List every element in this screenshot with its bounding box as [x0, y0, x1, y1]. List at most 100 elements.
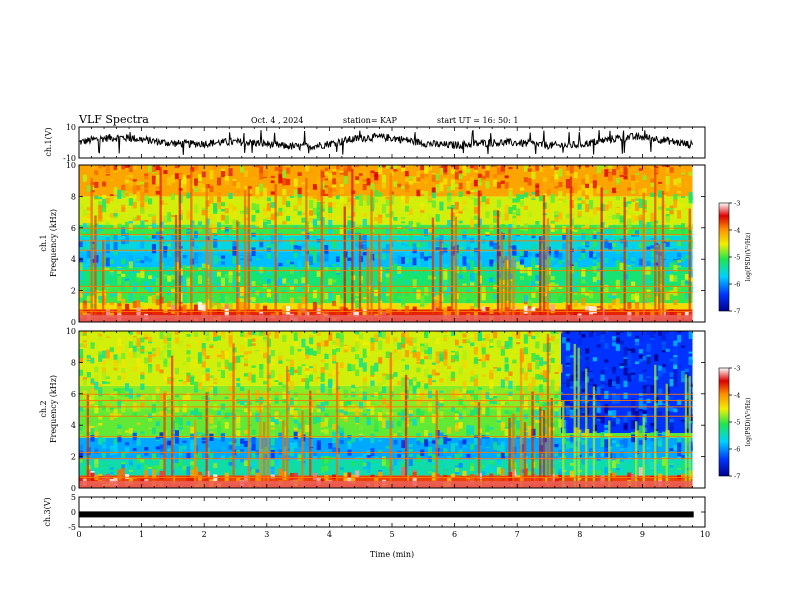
spectrogram-pixel [286, 359, 291, 362]
spectrogram-pixel [585, 187, 590, 195]
spectrogram-pixel [140, 458, 145, 463]
spectrogram-pixel [681, 340, 686, 344]
spectrogram-pixel [167, 212, 172, 222]
spectrogram-pixel [581, 373, 586, 382]
spectrogram-pixel [355, 234, 360, 242]
spectrogram-pixel [424, 439, 429, 447]
spectrogram-pixel [585, 292, 590, 296]
spectrogram-pixel [140, 260, 145, 264]
spectrogram-pixel [500, 468, 505, 476]
spectrogram-pixel [132, 336, 137, 346]
spectrogram-pixel [197, 183, 203, 193]
spectrogram-pixel [297, 439, 302, 447]
spectrogram-pixel [259, 331, 264, 336]
spectrogram-pixel [224, 308, 229, 318]
spectrogram-pixel [98, 201, 103, 209]
spectrogram-pixel [289, 297, 295, 304]
spectrogram-pixel [194, 304, 199, 314]
spectrogram-pixel [424, 250, 429, 258]
spectrogram-pixel [125, 383, 130, 392]
spectrogram-pixel [236, 450, 241, 454]
spectrogram-pixel [355, 242, 360, 248]
spectrogram-pixel [312, 331, 318, 334]
spectrogram-pixel [366, 458, 371, 463]
spectrogram-pixel [401, 370, 406, 372]
colorbar-tick-label: -5 [734, 254, 740, 262]
spectrogram-pixel [385, 373, 390, 380]
spectrogram-pixel [585, 195, 590, 200]
spectrogram-pixel [182, 304, 187, 313]
spectrogram-pixel [109, 267, 114, 271]
spectrogram-pixel [240, 438, 245, 444]
spectrogram-pixel [681, 455, 686, 459]
spectrogram-pixel [117, 302, 122, 310]
spectrogram-pixel [581, 181, 586, 191]
spectrogram-pixel [427, 446, 433, 457]
spectrogram-pixel [424, 343, 429, 349]
spectrogram-pixel [412, 365, 417, 370]
colorbar-tick-label: -4 [734, 227, 740, 235]
spectrogram-pixel [665, 208, 670, 211]
spectrogram-pixel [435, 372, 440, 376]
sferic-stripe [542, 195, 546, 322]
spectrogram-pixel [148, 366, 153, 373]
spectrogram-pixel [393, 207, 398, 214]
spectrogram-pixel [558, 439, 563, 443]
spectrogram-pixel [401, 221, 406, 224]
spectrogram-pixel [485, 165, 490, 170]
spectrogram-pixel [646, 231, 651, 234]
spectrogram-pixel [458, 422, 463, 429]
spectrogram-pixel [596, 252, 601, 258]
spectrogram-pixel [251, 297, 256, 302]
spectrogram-pixel [224, 382, 229, 384]
spectrogram-pixel [473, 374, 479, 381]
spectrogram-pixel [132, 201, 137, 209]
spectrogram-pixel [673, 356, 678, 364]
spectrogram-pixel [523, 177, 528, 183]
sferic-stripe [247, 185, 250, 322]
spectrogram-pixel [255, 266, 260, 274]
spectrogram-pixel [186, 392, 191, 401]
spectrogram-pixel [531, 262, 536, 267]
spectrogram-pixel [102, 360, 107, 365]
spectrogram-pixel [228, 456, 233, 463]
spectrogram-pixel [201, 348, 206, 356]
spectrogram-pixel [90, 342, 95, 349]
spectrogram-pixel [121, 227, 126, 236]
spectrogram-pixel [554, 167, 559, 171]
spectrogram-pixel [293, 189, 298, 198]
sferic-stripe [523, 422, 527, 488]
spectrogram-pixel [90, 165, 95, 168]
spectrogram-pixel [197, 226, 203, 233]
spectrogram-pixel [412, 385, 417, 392]
spectrogram-pixel [243, 359, 249, 364]
spectrogram-pixel [270, 281, 275, 291]
spectrogram-pixel [121, 367, 126, 373]
spectrogram-pixel [466, 453, 471, 458]
spectrogram-pixel [366, 348, 371, 357]
spectrogram-pixel [148, 469, 153, 476]
tone-line [79, 234, 693, 235]
spectrogram-pixel [263, 331, 268, 336]
spectrogram-pixel [569, 462, 574, 466]
spectrogram-pixel [589, 214, 594, 218]
spectrogram-pixel [301, 247, 306, 256]
spectrogram-pixel [251, 290, 256, 294]
spectrogram-pixel [347, 440, 352, 446]
spectrogram-pixel [105, 283, 110, 293]
sferic-stripe [335, 362, 339, 488]
spectrogram-pixel [174, 368, 180, 375]
spectrogram-pixel [577, 258, 582, 261]
spectrogram-pixel [293, 238, 298, 241]
spectrogram-pixel [539, 384, 544, 391]
spectrogram-pixel [362, 464, 367, 470]
colorbar-tick-label: -3 [734, 365, 740, 373]
spectrogram-pixel [658, 436, 663, 446]
spectrogram-pixel [470, 309, 475, 318]
spectrogram-pixel [408, 180, 413, 185]
spectrogram-pixel [424, 349, 429, 355]
spectrogram-pixel [316, 408, 321, 413]
spectrogram-pixel [615, 332, 620, 335]
spectrogram-pixel [297, 331, 302, 338]
spectrogram-pixel [631, 431, 636, 435]
